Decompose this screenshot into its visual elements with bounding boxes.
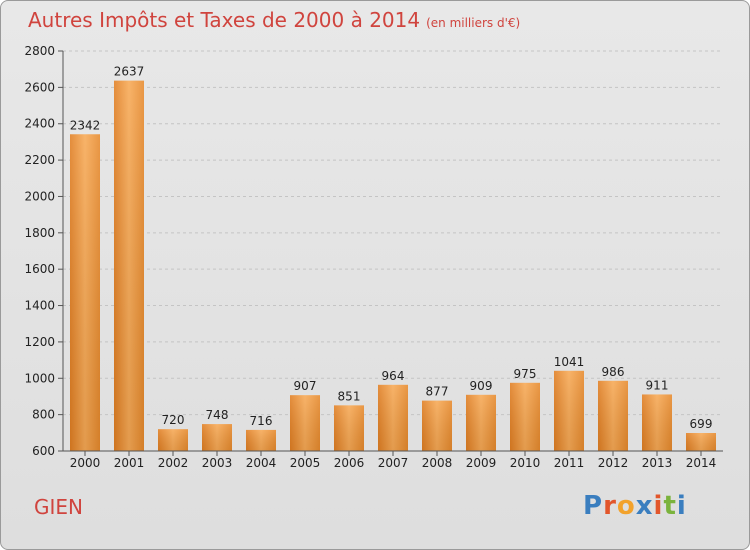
bar-2014: [686, 433, 716, 451]
chart-title: Autres Impôts et Taxes de 2000 à 2014 (en…: [28, 8, 520, 32]
x-tick-label: 2003: [202, 456, 233, 470]
city-name: GIEN: [34, 495, 83, 519]
bar-2001: [114, 80, 144, 452]
y-tick-label: 1600: [24, 262, 55, 276]
bar-2006: [334, 405, 364, 451]
x-tick-label: 2009: [466, 456, 497, 470]
y-tick-label: 1800: [24, 226, 55, 240]
bar-value-label: 877: [426, 385, 449, 399]
bar-value-label: 748: [206, 408, 229, 422]
bar-value-label: 909: [470, 379, 493, 393]
bar-value-label: 907: [294, 379, 317, 393]
chart-title-text: Autres Impôts et Taxes de 2000 à 2014: [28, 8, 421, 32]
bar-value-label: 1041: [554, 355, 585, 369]
bar-value-label: 975: [514, 367, 537, 381]
bar-2002: [158, 429, 188, 451]
bar-value-label: 2637: [114, 65, 145, 79]
y-tick-label: 2600: [24, 80, 55, 94]
x-tick-label: 2001: [114, 456, 145, 470]
proxiti-logo: Proxiti: [583, 491, 687, 521]
bar-2005: [290, 395, 320, 451]
y-tick-label: 1000: [24, 371, 55, 385]
x-tick-label: 2000: [70, 456, 101, 470]
x-tick-label: 2004: [246, 456, 277, 470]
y-tick-label: 2200: [24, 153, 55, 167]
chart-unit: (en milliers d'€): [426, 16, 521, 30]
y-tick-label: 2400: [24, 117, 55, 131]
y-tick-label: 600: [32, 444, 55, 458]
bar-value-label: 720: [162, 413, 185, 427]
bar-2007: [378, 384, 408, 451]
x-tick-label: 2006: [334, 456, 365, 470]
bar-2000: [70, 134, 100, 452]
bar-value-label: 716: [250, 414, 273, 428]
x-tick-label: 2010: [510, 456, 541, 470]
x-tick-label: 2012: [598, 456, 629, 470]
bar-value-label: 851: [338, 389, 361, 403]
bar-2013: [642, 394, 672, 451]
y-tick-label: 800: [32, 408, 55, 422]
bar-value-label: 911: [646, 378, 669, 392]
x-tick-label: 2013: [642, 456, 673, 470]
x-tick-label: 2008: [422, 456, 453, 470]
bar-value-label: 986: [602, 365, 625, 379]
x-tick-label: 2014: [686, 456, 717, 470]
x-tick-label: 2007: [378, 456, 409, 470]
bar-value-label: 699: [690, 417, 713, 431]
x-tick-label: 2002: [158, 456, 189, 470]
y-tick-label: 2000: [24, 189, 55, 203]
y-tick-label: 2800: [24, 44, 55, 58]
x-tick-label: 2011: [554, 456, 585, 470]
bar-2004: [246, 429, 276, 451]
bar-2012: [598, 380, 628, 451]
x-tick-label: 2005: [290, 456, 321, 470]
bar-2009: [466, 394, 496, 451]
y-tick-label: 1400: [24, 299, 55, 313]
bar-2010: [510, 382, 540, 451]
bar-2011: [554, 370, 584, 451]
y-tick-label: 1200: [24, 335, 55, 349]
bar-2008: [422, 400, 452, 451]
bar-value-label: 964: [382, 369, 405, 383]
bar-value-label: 2342: [70, 118, 101, 132]
bar-2003: [202, 424, 232, 451]
